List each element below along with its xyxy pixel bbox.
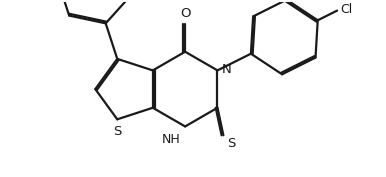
Text: N: N — [222, 63, 231, 76]
Text: S: S — [227, 137, 236, 150]
Text: NH: NH — [161, 133, 180, 146]
Text: O: O — [180, 7, 190, 20]
Text: S: S — [113, 125, 122, 138]
Text: Cl: Cl — [340, 3, 352, 16]
